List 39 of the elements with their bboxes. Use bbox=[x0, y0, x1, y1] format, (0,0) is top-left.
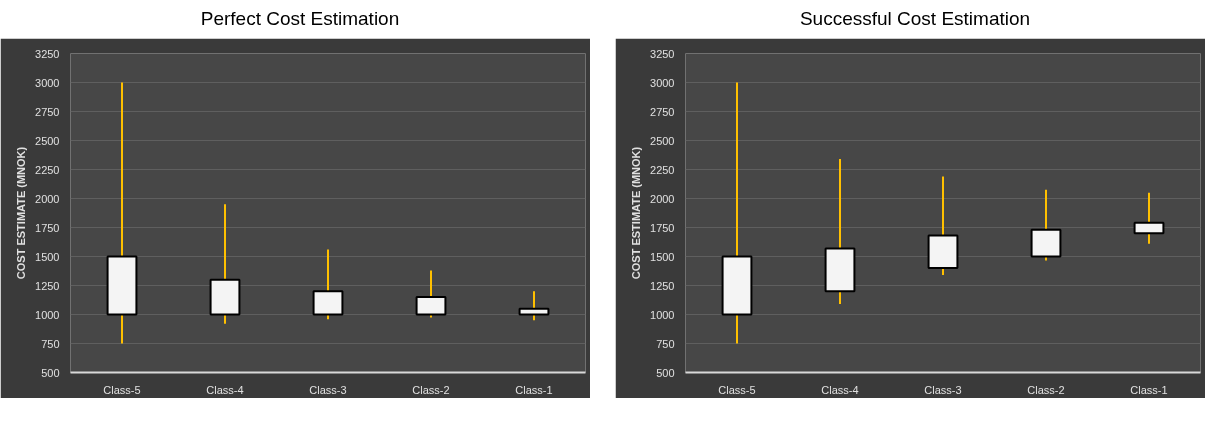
y-tick-label: 2250 bbox=[650, 163, 675, 176]
y-tick-label: 2000 bbox=[650, 192, 675, 205]
y-tick-label: 3000 bbox=[35, 76, 60, 89]
y-tick-label: 2000 bbox=[35, 192, 60, 205]
y-tick-label: 2500 bbox=[650, 134, 675, 147]
y-tick-label: 1250 bbox=[650, 279, 675, 292]
y-tick-label: 1500 bbox=[650, 250, 675, 263]
x-tick-label: Class-4 bbox=[206, 383, 244, 396]
y-tick-label: 1000 bbox=[650, 308, 675, 321]
y-tick-label: 2500 bbox=[35, 134, 60, 147]
y-tick-label: 2750 bbox=[35, 105, 60, 118]
chart-title: Perfect Cost Estimation bbox=[200, 7, 400, 31]
y-tick-label: 3000 bbox=[650, 76, 675, 89]
y-tick-label: 2750 bbox=[650, 105, 675, 118]
chart-title: Successful Cost Estimation bbox=[799, 7, 1031, 31]
y-tick-label: 1250 bbox=[35, 279, 60, 292]
y-tick-label: 1750 bbox=[35, 221, 60, 234]
x-tick-label: Class-2 bbox=[412, 383, 450, 396]
y-tick-label: 1500 bbox=[35, 250, 60, 263]
y-tick-label: 3250 bbox=[650, 47, 675, 60]
y-tick-label: 500 bbox=[41, 366, 60, 379]
y-tick-label: 750 bbox=[41, 337, 60, 350]
y-tick-label: 500 bbox=[656, 366, 675, 379]
x-tick-label: Class-3 bbox=[924, 383, 962, 396]
x-tick-label: Class-5 bbox=[103, 383, 141, 396]
x-tick-label: Class-5 bbox=[718, 383, 756, 396]
y-axis-title: COST ESTIMATE (MNOK) bbox=[15, 146, 28, 280]
x-tick-label: Class-3 bbox=[309, 383, 347, 396]
y-tick-label: 1750 bbox=[650, 221, 675, 234]
x-tick-label: Class-4 bbox=[821, 383, 859, 396]
x-tick-label: Class-1 bbox=[1130, 383, 1168, 396]
y-axis-title: COST ESTIMATE (MNOK) bbox=[630, 146, 643, 280]
y-tick-label: 1000 bbox=[35, 308, 60, 321]
y-tick-label: 3250 bbox=[35, 47, 60, 60]
y-tick-label: 2250 bbox=[35, 163, 60, 176]
y-tick-label: 750 bbox=[656, 337, 675, 350]
candlestick bbox=[518, 290, 550, 322]
x-tick-label: Class-1 bbox=[515, 383, 553, 396]
x-tick-label: Class-2 bbox=[1027, 383, 1065, 396]
